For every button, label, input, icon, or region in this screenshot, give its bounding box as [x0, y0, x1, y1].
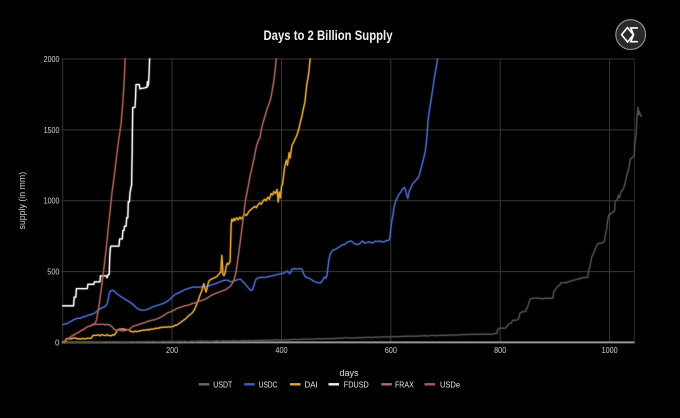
- svg-text:Days to 2 Billion Supply: Days to 2 Billion Supply: [264, 28, 393, 43]
- svg-text:2000: 2000: [44, 55, 60, 64]
- svg-text:USDT: USDT: [213, 379, 232, 389]
- svg-text:400: 400: [275, 346, 288, 355]
- svg-text:200: 200: [166, 346, 179, 355]
- svg-text:500: 500: [47, 268, 60, 277]
- svg-text:DAI: DAI: [305, 379, 318, 389]
- svg-text:0: 0: [55, 338, 60, 347]
- svg-text:1000: 1000: [44, 197, 60, 206]
- svg-text:800: 800: [494, 346, 507, 355]
- svg-text:FDUSD: FDUSD: [344, 379, 369, 389]
- svg-text:600: 600: [385, 346, 398, 355]
- svg-text:supply (in mm): supply (in mm): [17, 172, 27, 230]
- svg-text:1000: 1000: [602, 346, 618, 355]
- svg-text:1500: 1500: [44, 126, 60, 135]
- svg-text:USDe: USDe: [440, 379, 460, 389]
- svg-text:USDC: USDC: [259, 379, 278, 389]
- svg-text:days: days: [339, 368, 359, 378]
- svg-text:FRAX: FRAX: [395, 379, 414, 389]
